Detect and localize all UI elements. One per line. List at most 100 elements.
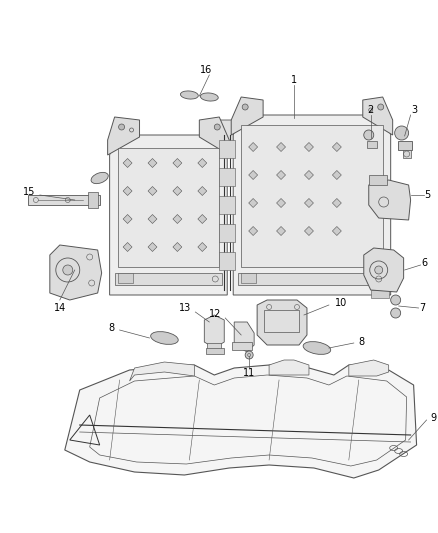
- Polygon shape: [231, 97, 263, 135]
- Circle shape: [242, 104, 248, 110]
- Bar: [241, 273, 256, 283]
- Polygon shape: [173, 158, 182, 167]
- Bar: [219, 168, 235, 186]
- Polygon shape: [123, 158, 132, 167]
- Polygon shape: [198, 187, 207, 196]
- Polygon shape: [173, 243, 182, 252]
- Polygon shape: [269, 360, 309, 375]
- Circle shape: [375, 266, 383, 274]
- Bar: [219, 224, 235, 242]
- Bar: [369, 175, 387, 185]
- Bar: [28, 195, 100, 205]
- Text: 3: 3: [412, 105, 418, 115]
- Bar: [117, 273, 133, 283]
- Text: 15: 15: [22, 187, 35, 197]
- Text: 5: 5: [424, 190, 431, 200]
- Circle shape: [391, 295, 401, 305]
- Polygon shape: [304, 142, 314, 151]
- Bar: [207, 343, 221, 350]
- Bar: [219, 252, 235, 270]
- Polygon shape: [276, 171, 286, 180]
- Polygon shape: [332, 171, 341, 180]
- Polygon shape: [332, 142, 341, 151]
- Circle shape: [391, 308, 401, 318]
- Polygon shape: [249, 142, 258, 151]
- Ellipse shape: [91, 172, 108, 183]
- Polygon shape: [123, 243, 132, 252]
- Polygon shape: [304, 227, 314, 236]
- Text: 8: 8: [359, 337, 365, 347]
- Polygon shape: [332, 198, 341, 207]
- Bar: [403, 150, 410, 158]
- Polygon shape: [249, 227, 258, 236]
- Bar: [264, 310, 299, 332]
- Polygon shape: [349, 360, 389, 376]
- Polygon shape: [276, 227, 286, 236]
- Circle shape: [378, 104, 384, 110]
- Polygon shape: [276, 142, 286, 151]
- Ellipse shape: [151, 332, 178, 344]
- Text: 1: 1: [291, 75, 297, 85]
- Polygon shape: [364, 248, 404, 292]
- Text: 12: 12: [209, 309, 221, 319]
- Polygon shape: [204, 315, 224, 348]
- Text: 9: 9: [431, 413, 437, 423]
- Polygon shape: [249, 198, 258, 207]
- Polygon shape: [249, 171, 258, 180]
- Polygon shape: [304, 198, 314, 207]
- FancyBboxPatch shape: [211, 120, 249, 144]
- Ellipse shape: [200, 93, 218, 101]
- Polygon shape: [50, 245, 102, 300]
- Polygon shape: [198, 158, 207, 167]
- Polygon shape: [123, 187, 132, 196]
- Ellipse shape: [303, 342, 331, 354]
- Bar: [232, 342, 252, 350]
- Text: 8: 8: [109, 323, 115, 333]
- Polygon shape: [233, 115, 391, 295]
- Bar: [238, 273, 386, 285]
- Bar: [115, 273, 222, 285]
- Text: 10: 10: [335, 298, 347, 308]
- Ellipse shape: [180, 91, 198, 99]
- Polygon shape: [369, 180, 410, 220]
- Circle shape: [214, 124, 220, 130]
- Bar: [88, 192, 98, 208]
- Circle shape: [63, 265, 73, 275]
- Polygon shape: [130, 362, 194, 381]
- Polygon shape: [148, 187, 157, 196]
- Polygon shape: [148, 214, 157, 223]
- Circle shape: [119, 124, 124, 130]
- Circle shape: [364, 130, 374, 140]
- Circle shape: [395, 126, 409, 140]
- Polygon shape: [148, 243, 157, 252]
- Text: 13: 13: [179, 303, 191, 313]
- Bar: [117, 148, 219, 267]
- Polygon shape: [148, 158, 157, 167]
- Polygon shape: [173, 214, 182, 223]
- Polygon shape: [257, 300, 307, 345]
- Polygon shape: [65, 365, 417, 478]
- Bar: [206, 348, 224, 354]
- Bar: [371, 290, 389, 298]
- Polygon shape: [234, 322, 254, 352]
- Polygon shape: [332, 227, 341, 236]
- Polygon shape: [276, 198, 286, 207]
- Circle shape: [245, 351, 253, 359]
- Polygon shape: [199, 117, 229, 155]
- Bar: [219, 196, 235, 214]
- Polygon shape: [123, 214, 132, 223]
- Polygon shape: [110, 135, 227, 295]
- Bar: [219, 140, 235, 158]
- Polygon shape: [198, 243, 207, 252]
- Text: 16: 16: [200, 65, 212, 75]
- Text: 11: 11: [243, 368, 255, 378]
- Bar: [241, 125, 383, 267]
- Polygon shape: [198, 214, 207, 223]
- Polygon shape: [304, 171, 314, 180]
- Text: 14: 14: [54, 303, 66, 313]
- Polygon shape: [173, 187, 182, 196]
- Polygon shape: [108, 117, 140, 155]
- Text: 2: 2: [367, 105, 374, 115]
- Bar: [398, 141, 412, 150]
- Text: 6: 6: [421, 258, 427, 268]
